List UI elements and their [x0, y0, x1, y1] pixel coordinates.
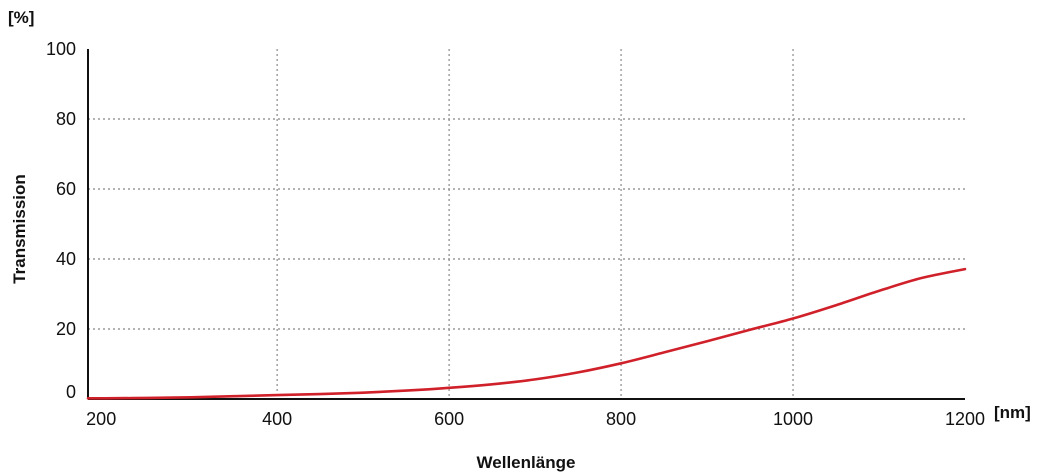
series-group — [86, 267, 967, 400]
y-tick-labels: 0 20 40 60 80 100 — [46, 39, 76, 402]
y-unit-label: [%] — [8, 8, 34, 27]
x-tick-labels: 200 400 600 800 1000 1200 — [86, 409, 985, 429]
y-tick-label: 0 — [66, 382, 76, 402]
grid — [88, 49, 965, 399]
y-tick-label: 60 — [56, 179, 76, 199]
y-tick-label: 80 — [56, 109, 76, 129]
x-tick-label: 200 — [86, 409, 116, 429]
y-tick-label: 100 — [46, 39, 76, 59]
x-unit-label: [nm] — [994, 403, 1031, 422]
y-tick-label: 40 — [56, 249, 76, 269]
x-tick-label: 800 — [606, 409, 636, 429]
transmission-line — [86, 267, 967, 400]
x-tick-label: 1000 — [773, 409, 813, 429]
x-tick-label: 400 — [262, 409, 292, 429]
x-axis-title: Wellenlänge — [477, 453, 576, 472]
x-tick-label: 1200 — [945, 409, 985, 429]
y-tick-label: 20 — [56, 319, 76, 339]
x-tick-label: 600 — [434, 409, 464, 429]
axes — [87, 49, 965, 400]
y-axis-title: Transmission — [10, 174, 29, 284]
